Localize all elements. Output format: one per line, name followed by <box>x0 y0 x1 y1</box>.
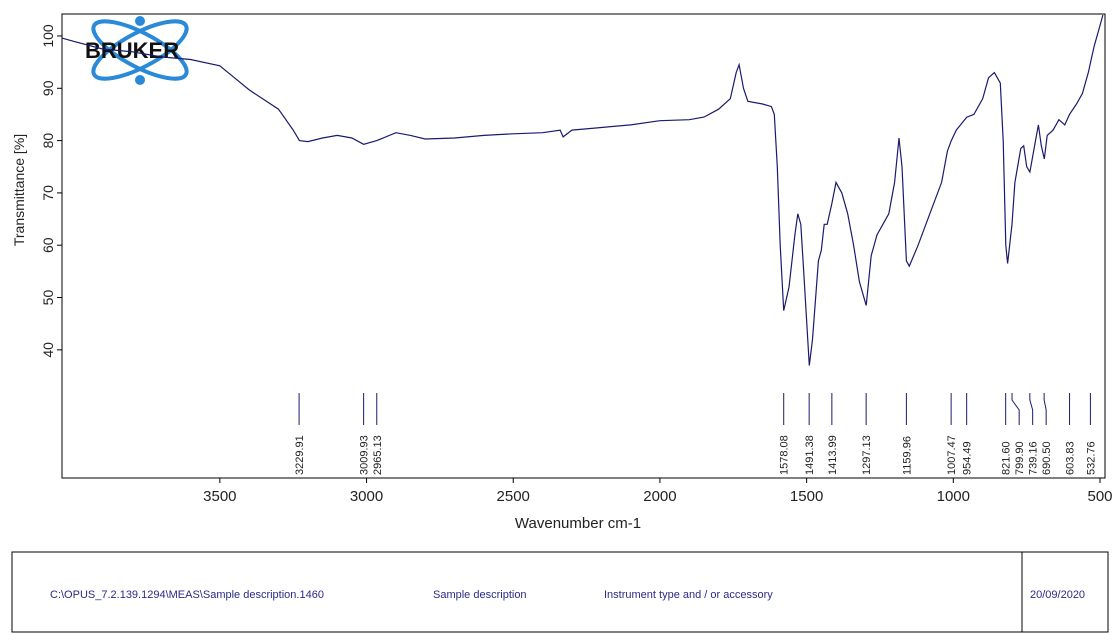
y-axis-label: Transmittance [%] <box>11 134 27 246</box>
x-tick-label: 3500 <box>203 488 236 505</box>
peak-label: 532.76 <box>1085 441 1097 475</box>
logo-text: BRUKER <box>85 38 179 63</box>
footer-date: 20/09/2020 <box>1030 589 1085 601</box>
peak-label: 1159.96 <box>901 436 913 475</box>
peak-label: 3229.91 <box>294 435 306 475</box>
peak-label: 603.83 <box>1065 441 1077 475</box>
y-tick-label: 80 <box>40 133 56 149</box>
logo-orbit <box>91 19 189 81</box>
footer-box <box>11 551 1109 633</box>
plot-frame <box>61 13 1106 479</box>
peak-marker <box>1043 393 1047 425</box>
footer-sample: Sample description <box>433 589 527 601</box>
logo-dot <box>135 16 145 26</box>
y-tick-label: 50 <box>40 290 56 306</box>
y-tick-label: 60 <box>40 237 56 253</box>
logo-orbit <box>91 19 189 81</box>
peak-label: 1007.47 <box>946 435 958 475</box>
x-tick-label: 2500 <box>497 488 530 505</box>
footer-instrument: Instrument type and / or accessory <box>604 589 773 601</box>
peak-label: 3009.93 <box>359 435 371 475</box>
spectrum-line <box>61 14 1104 366</box>
peak-label: 954.49 <box>962 441 974 475</box>
logo-dot <box>135 75 145 85</box>
x-tick-label: 2000 <box>643 488 676 505</box>
peak-label: 1297.13 <box>861 435 873 475</box>
peak-label: 1491.38 <box>804 435 816 475</box>
peak-label: 1578.08 <box>779 435 791 475</box>
x-axis-label: Wavenumber cm-1 <box>515 515 641 532</box>
peak-label: 739.16 <box>1028 441 1040 475</box>
x-tick-label: 500 <box>1087 488 1112 505</box>
y-tick-label: 90 <box>40 80 56 96</box>
footer-path: C:\OPUS_7.2.139.1294\MEAS\Sample descrip… <box>50 589 324 601</box>
x-tick-label: 1000 <box>937 488 970 505</box>
peak-label: 2965.13 <box>372 435 384 475</box>
y-tick-label: 40 <box>40 342 56 358</box>
peak-marker <box>1029 393 1034 425</box>
peak-marker <box>1011 393 1020 425</box>
peak-label: 799.90 <box>1014 441 1026 475</box>
y-tick-label: 70 <box>40 185 56 201</box>
logo: BRUKER <box>85 16 189 85</box>
x-tick-label: 1500 <box>790 488 823 505</box>
peak-label: 690.50 <box>1041 441 1053 475</box>
peak-label: 821.60 <box>1001 441 1013 475</box>
peak-label: 1413.99 <box>827 435 839 475</box>
x-tick-label: 3000 <box>350 488 383 505</box>
y-tick-label: 100 <box>40 24 56 48</box>
